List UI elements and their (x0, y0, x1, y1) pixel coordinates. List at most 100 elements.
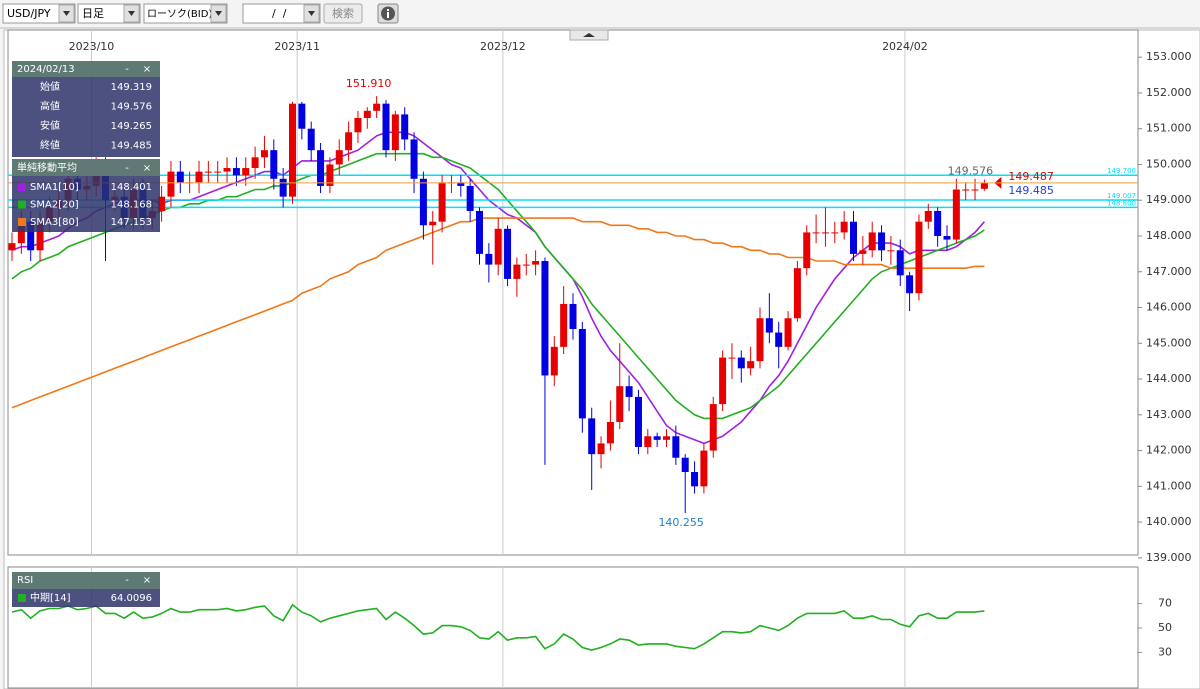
candle-body (962, 189, 970, 191)
candle-body (457, 182, 465, 186)
box-row-label: 安値 (40, 119, 60, 132)
splitter-arrow (583, 33, 595, 37)
candle-body (214, 171, 222, 173)
candle-body (971, 189, 979, 191)
info-boxes: 2024/02/13 - × 始値 149.319 高値 149.576 安値 149.265 終… (12, 61, 160, 607)
candle-body (719, 357, 727, 405)
candle-body (943, 235, 951, 240)
y-tick-label: 144.000 (1146, 372, 1192, 385)
y-tick-label: 147.000 (1146, 265, 1192, 278)
y-tick-label: 148.000 (1146, 229, 1192, 242)
y-tick-label: 146.000 (1146, 301, 1192, 314)
candle-body (644, 436, 652, 447)
candle-body (17, 221, 25, 244)
sma-line (11, 217, 985, 409)
x-tick-label: 2024/02 (882, 40, 928, 53)
box-row-label: 高値 (40, 100, 60, 113)
x-tick-label: 2023/10 (69, 40, 115, 53)
box-button: × (143, 64, 151, 75)
min-label: 140.255 (658, 516, 704, 529)
candle-body (560, 303, 568, 347)
chart-type-select[interactable] (143, 3, 228, 24)
candle-body (289, 103, 296, 197)
candle-body (195, 171, 203, 183)
legend-label: SMA3[80] (30, 217, 79, 228)
info-icon-dot (387, 9, 389, 11)
candle-body (476, 210, 483, 254)
toolbar: USD/JPY 日足 ローソク(BID) / / 検索 (2, 3, 399, 24)
y-tick-label: 50 (1158, 621, 1172, 634)
candle-body (597, 443, 605, 455)
legend-swatch (18, 200, 26, 209)
candle-body (438, 182, 446, 222)
candle-body (466, 185, 474, 211)
candle-body (532, 261, 540, 265)
candle-body (260, 150, 268, 158)
price-plot-content: 149.700149.007148.800149.487149.485151.9… (8, 30, 1138, 555)
candle-body (606, 421, 614, 444)
candle-body (775, 332, 783, 347)
candle-body (728, 357, 736, 359)
candle-body (167, 171, 175, 197)
period: 日足 (82, 7, 104, 20)
rsi-plot-content (11, 567, 985, 688)
candle-body (494, 228, 502, 265)
candle-body (756, 318, 764, 362)
y-tick-label: 142.000 (1146, 444, 1192, 457)
candle-body (924, 210, 932, 222)
x-tick-label: 2023/12 (480, 40, 526, 53)
candle-body (541, 261, 549, 376)
price-label: 149.487 (1008, 170, 1054, 183)
candle-body (663, 436, 670, 440)
candle-body (859, 250, 867, 254)
candle-body (812, 232, 820, 234)
candle-body (793, 268, 801, 319)
symbol-select[interactable] (2, 3, 76, 24)
box-row-value: 149.265 (111, 121, 152, 132)
legend-value: 64.0096 (111, 593, 152, 604)
axes: 139.000 140.000 141.000 142.000 143.000 144.0… (69, 40, 1192, 658)
candle-body (934, 210, 942, 236)
candle-body (840, 221, 848, 233)
legend-value: 148.168 (111, 200, 152, 211)
date-input[interactable] (242, 3, 321, 24)
candle-body (410, 139, 418, 179)
box-row-label: 終値 (40, 139, 60, 152)
candle-body (550, 346, 558, 376)
candle-body (373, 103, 381, 111)
box-row-value: 149.485 (111, 141, 152, 152)
box-header (12, 61, 160, 77)
box-row-value: 149.576 (111, 102, 152, 113)
candle-body (522, 264, 530, 266)
candle-body (223, 168, 231, 172)
candle-body (158, 196, 166, 211)
box-row-value: 149.319 (111, 82, 152, 93)
box-button: - (125, 575, 129, 586)
legend-value: 147.153 (111, 217, 152, 228)
candle-body (232, 168, 240, 176)
candle-body (747, 361, 755, 369)
candle-body (868, 232, 876, 251)
search-button[interactable] (323, 3, 363, 24)
candle-body (831, 232, 839, 234)
candle-body (821, 232, 829, 234)
dropdown-arrow (128, 11, 135, 16)
box-title: RSI (17, 575, 33, 586)
y-tick-label: 70 (1158, 597, 1172, 610)
candle-body (251, 157, 259, 169)
candle-body (850, 221, 857, 254)
legend-swatch (18, 183, 26, 191)
candle-body (578, 328, 586, 419)
y-tick-label: 150.000 (1146, 157, 1192, 170)
box-header (12, 159, 160, 176)
candle-body (569, 303, 577, 329)
candle-body (765, 318, 773, 333)
candle-body (382, 103, 390, 151)
last-high-label: 149.576 (948, 165, 994, 178)
legend-swatch (18, 594, 26, 602)
chart-type: ローソク(BID) (147, 8, 212, 20)
legend-swatch (18, 218, 26, 226)
candle-body (980, 182, 988, 189)
symbol: USD/JPY (7, 7, 51, 20)
